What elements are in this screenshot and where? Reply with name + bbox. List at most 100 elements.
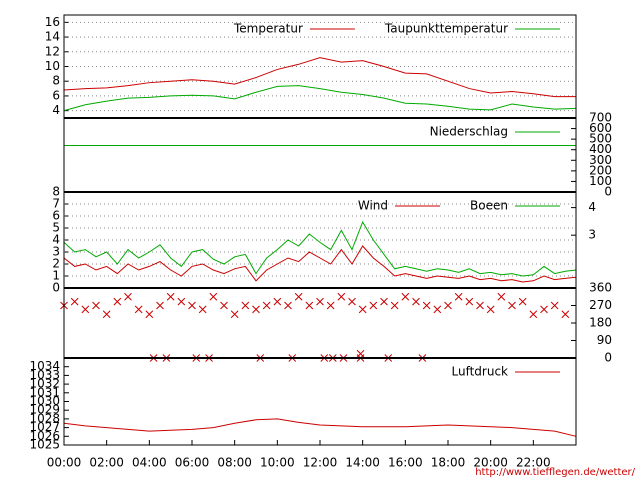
series-line xyxy=(63,85,577,112)
direction-mark xyxy=(241,301,250,310)
direction-mark xyxy=(390,301,399,310)
direction-mark xyxy=(92,301,100,310)
y-tick-label: 7 xyxy=(52,197,60,211)
direction-mark xyxy=(273,297,282,306)
direction-mark xyxy=(540,305,548,314)
y-tick-label: 180 xyxy=(589,316,612,330)
x-tick-label: 06:00 xyxy=(175,456,210,470)
direction-mark xyxy=(316,297,324,306)
y-tick-label: 6 xyxy=(52,209,60,223)
y-tick-label: 1027 xyxy=(29,420,60,434)
legend-label: Temperatur xyxy=(233,22,303,36)
direction-mark xyxy=(198,305,207,314)
series-line xyxy=(63,418,577,437)
direction-mark xyxy=(369,301,378,310)
y-tick-label: 1034 xyxy=(29,359,60,373)
y-tick-label: 90 xyxy=(597,333,612,347)
y-tick-label: 2 xyxy=(52,257,60,271)
y-tick-label: 1028 xyxy=(29,411,60,425)
direction-mark xyxy=(476,301,484,310)
y-tick-label: 14 xyxy=(45,30,60,44)
direction-mark xyxy=(529,310,538,319)
y-tick-label: 4 xyxy=(52,233,60,247)
y-tick-label: 1032 xyxy=(29,377,60,391)
direction-mark xyxy=(209,292,218,301)
y2-tick-label: 4 xyxy=(588,200,596,214)
direction-mark xyxy=(433,305,442,314)
direction-mark xyxy=(134,305,143,314)
direction-mark xyxy=(262,301,271,310)
x-tick-label: 08:00 xyxy=(217,456,252,470)
legend-label: Niederschlag xyxy=(430,125,508,139)
legend-label: Taupunkttemperatur xyxy=(384,22,508,36)
y-tick-label: 1030 xyxy=(29,394,60,408)
direction-mark xyxy=(230,310,239,319)
y-tick-label: 4 xyxy=(52,103,60,117)
y-tick-label: 1031 xyxy=(29,385,60,399)
direction-mark xyxy=(486,305,495,314)
x-tick-label: 10:00 xyxy=(260,456,295,470)
x-tick-label: 14:00 xyxy=(345,456,380,470)
direction-mark xyxy=(465,297,474,306)
direction-mark xyxy=(70,297,79,306)
direction-mark xyxy=(444,301,452,310)
direction-mark xyxy=(422,301,431,310)
y-tick-label: 1 xyxy=(52,269,60,283)
direction-mark xyxy=(401,292,410,301)
legend-label: Wind xyxy=(358,199,388,213)
x-tick-label: 16:00 xyxy=(388,456,423,470)
direction-mark xyxy=(113,297,122,306)
direction-mark xyxy=(326,301,335,310)
direction-mark xyxy=(508,301,516,310)
direction-mark xyxy=(305,301,314,310)
direction-mark xyxy=(550,301,559,310)
y-tick-label: 6 xyxy=(52,88,60,102)
direction-mark xyxy=(337,292,346,301)
y-tick-label: 10 xyxy=(45,59,60,73)
legend-label: Boeen xyxy=(470,199,508,213)
direction-mark xyxy=(166,292,175,301)
legend-label: Luftdruck xyxy=(451,365,508,379)
direction-mark xyxy=(124,292,132,301)
direction-mark xyxy=(358,305,367,314)
x-tick-label: 02:00 xyxy=(89,456,124,470)
direction-mark xyxy=(518,297,527,306)
y-tick-label: 16 xyxy=(45,15,60,29)
y-tick-label: 100 xyxy=(589,174,612,188)
y-tick-label: 0 xyxy=(52,281,60,295)
direction-mark xyxy=(454,292,463,301)
x-tick-label: 04:00 xyxy=(132,456,167,470)
direction-mark xyxy=(497,292,506,301)
y-tick-label: 5 xyxy=(52,221,60,235)
direction-mark xyxy=(220,301,228,310)
y-tick-label: 400 xyxy=(589,142,612,156)
y-tick-label: 600 xyxy=(589,121,612,135)
direction-mark xyxy=(380,297,388,306)
y-tick-label: 12 xyxy=(45,44,60,58)
y2-tick-label: 3 xyxy=(588,228,596,242)
series-line xyxy=(63,57,576,98)
y-tick-label: 8 xyxy=(52,74,60,88)
x-tick-label: 00:00 xyxy=(47,456,82,470)
series-line xyxy=(63,220,577,277)
y-tick-label: 1033 xyxy=(29,368,60,382)
y-tick-label: 1026 xyxy=(29,429,60,443)
direction-mark xyxy=(145,310,154,319)
y-tick-label: 8 xyxy=(52,185,60,199)
direction-mark xyxy=(81,305,90,314)
x-tick-label: 12:00 xyxy=(303,456,338,470)
direction-mark xyxy=(284,301,292,310)
x-tick-label: 18:00 xyxy=(431,456,466,470)
direction-mark xyxy=(412,297,420,306)
y-tick-label: 3 xyxy=(52,245,60,259)
direction-mark xyxy=(177,297,186,306)
direction-mark xyxy=(252,305,260,314)
y-tick-label: 700 xyxy=(589,111,612,125)
direction-mark xyxy=(102,310,111,319)
y-tick-label: 500 xyxy=(589,132,612,146)
y-tick-label: 270 xyxy=(589,298,612,312)
direction-mark xyxy=(561,310,570,319)
y-tick-label: 0 xyxy=(604,351,612,365)
y-tick-label: 0 xyxy=(604,185,612,199)
